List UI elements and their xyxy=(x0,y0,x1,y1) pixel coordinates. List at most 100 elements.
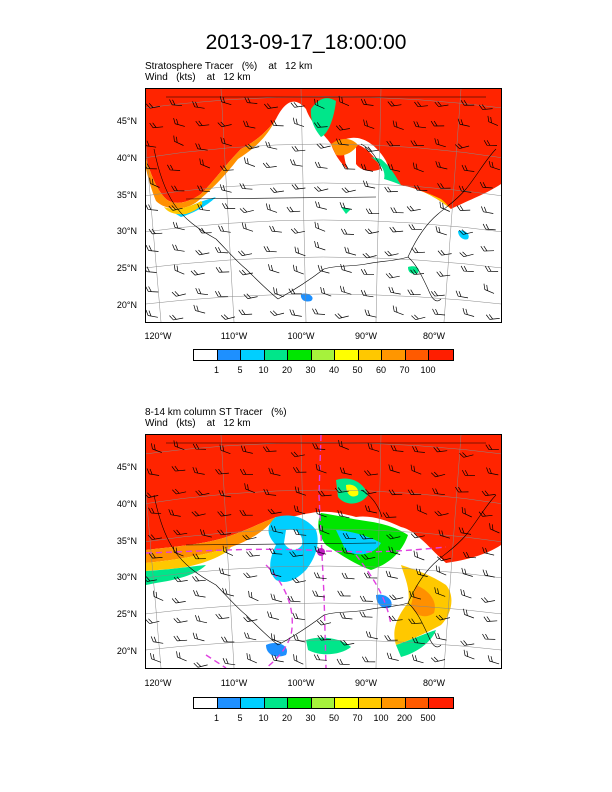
colorbar-swatch xyxy=(288,350,312,360)
colorbar-swatch xyxy=(217,350,241,360)
wind-barb xyxy=(314,186,329,192)
wind-barb xyxy=(485,444,499,450)
wind-barb xyxy=(192,632,205,642)
wind-barb xyxy=(214,246,229,254)
colorbar-1 xyxy=(193,349,454,361)
wind-barb xyxy=(410,140,424,146)
wind-barb xyxy=(364,505,377,514)
wind-barb xyxy=(392,120,404,130)
wind-barb xyxy=(269,548,283,555)
wind-barb xyxy=(460,640,475,646)
wind-barb xyxy=(411,314,426,321)
wind-barb xyxy=(484,266,499,272)
wind-barb xyxy=(360,289,374,298)
lat-label: 30°N xyxy=(116,226,137,236)
wind-barb xyxy=(430,120,445,127)
wind-barb xyxy=(220,137,232,147)
wind-barb xyxy=(193,590,206,598)
wind-barb xyxy=(489,523,500,534)
wind-barb xyxy=(171,185,185,192)
wind-barb xyxy=(268,264,280,274)
wind-barb xyxy=(406,205,421,212)
wind-barb xyxy=(363,119,375,129)
wind-barb xyxy=(168,509,181,517)
wind-barb xyxy=(193,304,206,314)
wind-barb xyxy=(313,572,327,580)
wind-barb xyxy=(193,662,208,668)
lat-label: 45°N xyxy=(116,462,137,472)
wind-barb xyxy=(273,287,284,298)
wind-barb xyxy=(289,551,304,557)
wind-barb xyxy=(416,504,428,515)
wind-barb xyxy=(262,446,277,452)
colorbar-swatch xyxy=(194,698,218,708)
panel1-title: Stratosphere Tracer (%) at 12 km xyxy=(145,61,313,72)
wind-barb xyxy=(362,252,377,259)
wind-barb xyxy=(459,452,474,458)
wind-barb xyxy=(290,451,305,458)
wind-barb xyxy=(219,444,231,455)
wind-barb xyxy=(460,589,472,599)
wind-barb xyxy=(485,314,500,320)
panel2-subtitle: Wind (kts) at 12 km xyxy=(145,418,251,429)
wind-barb xyxy=(293,634,306,643)
wind-barb xyxy=(243,293,258,299)
colorbar-label: 100 xyxy=(420,365,436,375)
wind-barb xyxy=(487,115,499,126)
colorbar-label: 5 xyxy=(237,713,243,723)
wind-barb xyxy=(290,159,303,167)
wind-barb xyxy=(149,122,164,129)
wind-barb xyxy=(314,221,326,232)
wind-barb xyxy=(339,285,352,295)
wind-barb xyxy=(294,246,306,257)
wind-barb xyxy=(408,618,422,625)
wind-barb xyxy=(413,550,425,561)
lon-label: 120°W xyxy=(144,331,172,341)
wind-barb xyxy=(460,100,475,106)
colorbar-label: 70 xyxy=(352,713,363,723)
wind-barb xyxy=(480,245,495,252)
wind-barb xyxy=(334,313,349,319)
panel2-title: 8-14 km column ST Tracer (%) xyxy=(145,407,287,418)
colorbar-swatch xyxy=(264,698,288,708)
wind-barb xyxy=(387,100,402,107)
wind-barb xyxy=(148,552,163,559)
wind-barb xyxy=(270,633,282,644)
wind-barb xyxy=(433,446,448,453)
wind-barb xyxy=(462,308,475,317)
wind-barb xyxy=(246,551,260,557)
wind-barb xyxy=(478,104,493,110)
wind-barb xyxy=(363,180,376,189)
wind-barb xyxy=(461,469,476,477)
wind-barb xyxy=(312,590,325,598)
wind-barb xyxy=(248,590,259,602)
wind-barb xyxy=(215,613,230,620)
wind-barb xyxy=(173,576,188,583)
wind-barb xyxy=(172,244,185,252)
wind-barb xyxy=(364,470,378,476)
wind-barb xyxy=(316,619,332,626)
wind-barb xyxy=(367,442,380,452)
wind-barb xyxy=(413,121,427,129)
wind-barb xyxy=(482,633,496,640)
wind-barb xyxy=(150,653,162,663)
wind-barb xyxy=(488,160,501,171)
wind-barb xyxy=(195,249,210,256)
wind-barb xyxy=(439,201,450,212)
wind-barb xyxy=(336,138,349,146)
wind-barb xyxy=(430,656,446,663)
wind-barb xyxy=(243,616,258,622)
wind-barb xyxy=(168,205,183,211)
lat-label: 40°N xyxy=(116,499,137,509)
wind-barb xyxy=(217,510,232,517)
lat-label: 35°N xyxy=(116,536,137,546)
wind-barb xyxy=(437,250,452,256)
wind-barb xyxy=(455,290,469,299)
wind-barb xyxy=(192,575,206,582)
wind-barb xyxy=(293,467,307,473)
wind-barb xyxy=(146,286,159,293)
wind-barb xyxy=(199,529,212,538)
wind-barb xyxy=(458,185,472,193)
wind-barb xyxy=(482,223,496,231)
wind-barb xyxy=(172,221,185,231)
